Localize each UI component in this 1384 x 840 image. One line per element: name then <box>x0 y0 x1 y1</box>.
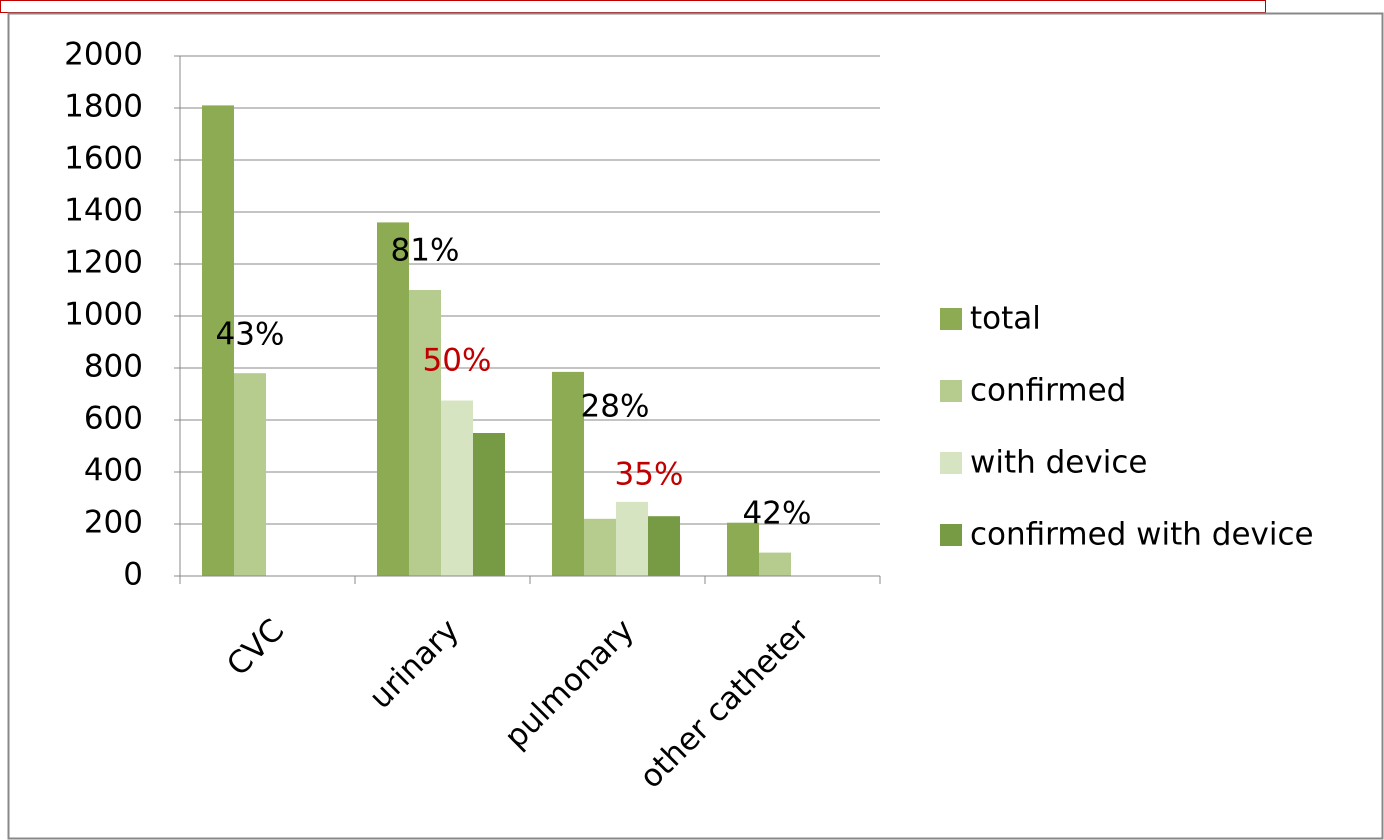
bar <box>759 552 791 576</box>
bar <box>552 371 584 576</box>
bar <box>727 522 759 576</box>
bar <box>202 105 234 577</box>
y-tick-label: 600 <box>84 401 143 437</box>
frame-top <box>0 0 1266 13</box>
annotation: 42% <box>743 496 812 532</box>
bar <box>234 373 266 576</box>
legend-label: confirmed <box>970 373 1126 409</box>
y-tick-label: 1600 <box>64 141 143 177</box>
annotation: 28% <box>581 389 650 425</box>
y-tick-label: 1200 <box>64 245 143 281</box>
x-tick-label: other catheter <box>633 612 817 796</box>
annotation: 43% <box>216 317 285 353</box>
y-tick-label: 1800 <box>64 89 143 125</box>
legend-swatch <box>940 380 962 402</box>
y-tick-label: 200 <box>84 505 143 541</box>
legend-label: with device <box>970 445 1147 481</box>
bar <box>648 516 680 576</box>
annotation: 81% <box>391 233 460 269</box>
y-tick-label: 2000 <box>64 37 143 73</box>
legend-swatch <box>940 452 962 474</box>
y-tick-label: 800 <box>84 349 143 385</box>
x-tick-label: pulmonary <box>498 612 641 755</box>
y-tick-label: 400 <box>84 453 143 489</box>
x-tick-label: CVC <box>220 612 291 683</box>
y-tick-label: 1000 <box>64 297 143 333</box>
annotation: 35% <box>615 457 684 493</box>
bar <box>584 518 616 576</box>
legend-swatch <box>940 308 962 330</box>
bar <box>441 400 473 576</box>
legend-label: total <box>970 301 1041 337</box>
legend-label: confirmed with device <box>970 517 1314 553</box>
bar <box>616 501 648 576</box>
y-tick-label: 1400 <box>64 193 143 229</box>
bar <box>409 290 441 576</box>
legend-swatch <box>940 524 962 546</box>
bar <box>473 433 505 576</box>
bar <box>377 222 409 576</box>
annotation: 50% <box>423 343 492 379</box>
y-tick-label: 0 <box>123 557 143 593</box>
frame <box>7 12 1384 840</box>
x-tick-label: urinary <box>362 612 466 716</box>
